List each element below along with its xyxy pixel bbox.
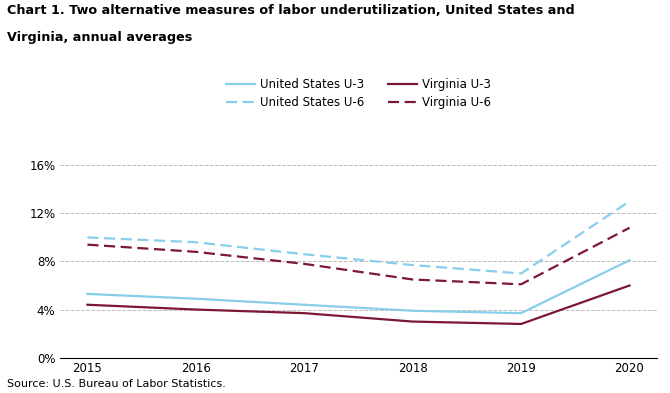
United States U-3 — [300, 302, 308, 307]
Virginia U-6 — [626, 226, 634, 230]
United States U-6 — [517, 271, 525, 276]
Virginia U-3 — [83, 302, 91, 307]
United States U-3 — [517, 311, 525, 316]
United States U-3 — [409, 309, 417, 313]
Legend: United States U-3, United States U-6, Virginia U-3, Virginia U-6: United States U-3, United States U-6, Vi… — [221, 73, 496, 114]
Virginia U-3 — [626, 283, 634, 288]
Virginia U-6 — [83, 242, 91, 247]
Text: Chart 1. Two alternative measures of labor underutilization, United States and: Chart 1. Two alternative measures of lab… — [7, 4, 574, 17]
United States U-6 — [409, 263, 417, 267]
Virginia U-6 — [300, 261, 308, 266]
Virginia U-6 — [517, 282, 525, 286]
Virginia U-3 — [192, 307, 200, 312]
Virginia U-3 — [300, 311, 308, 316]
Line: United States U-3: United States U-3 — [87, 260, 630, 313]
United States U-3 — [626, 258, 634, 263]
Virginia U-3 — [517, 321, 525, 326]
Line: United States U-6: United States U-6 — [87, 201, 630, 274]
Virginia U-6 — [192, 250, 200, 254]
Virginia U-3 — [409, 319, 417, 324]
Line: Virginia U-3: Virginia U-3 — [87, 285, 630, 324]
Virginia U-6 — [409, 277, 417, 282]
Text: Source: U.S. Bureau of Labor Statistics.: Source: U.S. Bureau of Labor Statistics. — [7, 379, 226, 389]
United States U-3 — [83, 292, 91, 296]
United States U-6 — [300, 252, 308, 257]
United States U-6 — [83, 235, 91, 240]
United States U-6 — [192, 240, 200, 244]
Text: Virginia, annual averages: Virginia, annual averages — [7, 31, 192, 44]
United States U-6 — [626, 199, 634, 204]
United States U-3 — [192, 296, 200, 301]
Line: Virginia U-6: Virginia U-6 — [87, 228, 630, 284]
